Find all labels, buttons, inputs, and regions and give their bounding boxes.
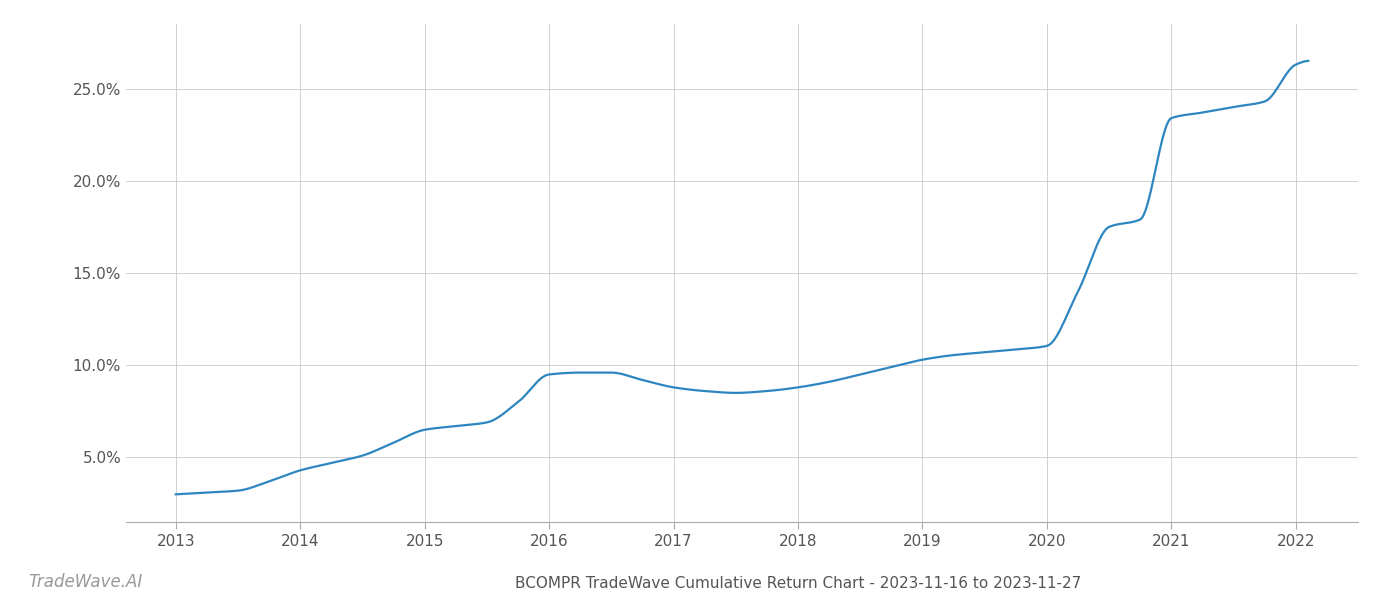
Text: BCOMPR TradeWave Cumulative Return Chart - 2023-11-16 to 2023-11-27: BCOMPR TradeWave Cumulative Return Chart…: [515, 576, 1081, 591]
Text: TradeWave.AI: TradeWave.AI: [28, 573, 143, 591]
